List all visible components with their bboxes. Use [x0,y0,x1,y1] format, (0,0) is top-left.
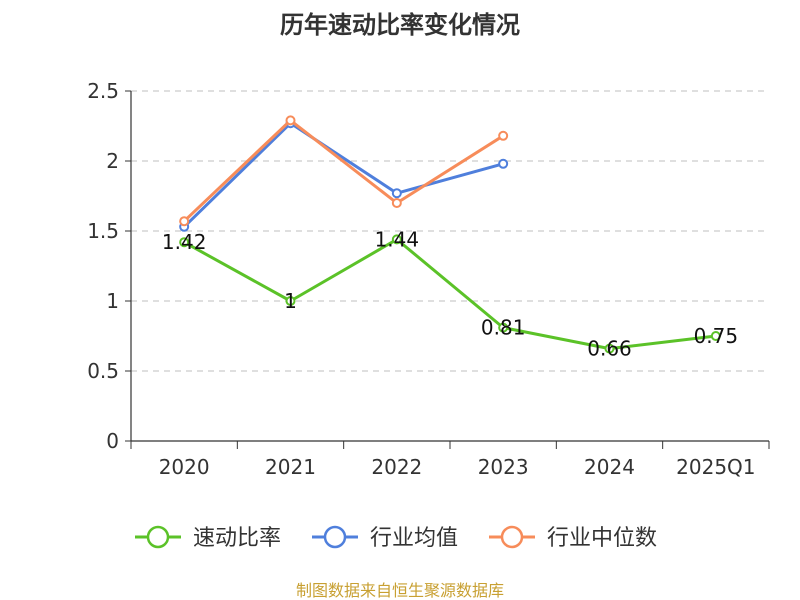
series-line-1 [183,121,504,228]
chart-title: 历年速动比率变化情况 [280,11,520,39]
x-tick-label: 2023 [478,455,529,479]
source-note: 制图数据来自恒生聚源数据库 [296,581,504,600]
x-tick-label: 2024 [584,455,635,479]
legend-item-0[interactable]: 速动比率 [135,525,281,551]
data-label: 1.42 [162,230,207,254]
x-tick-label: 2022 [371,455,422,479]
series-lines [179,115,721,354]
data-point[interactable] [710,331,721,341]
series-line-2 [183,118,504,223]
data-point[interactable] [285,115,296,126]
legend-marker [146,525,170,549]
y-tick-label: 0.5 [87,359,119,383]
series-line-0 [183,237,717,351]
legend-marker [500,525,524,549]
axes: 0 0.5 1 1.5 2 2.5 2020 2021 2022 2023 2024 2025Q1 [87,79,770,479]
legend-item-1[interactable]: 行业均值 [312,525,458,551]
legend-marker [323,525,347,549]
data-point[interactable] [498,130,509,141]
data-point[interactable] [179,216,190,227]
data-point[interactable] [179,237,190,248]
data-point[interactable] [604,343,615,354]
data-point[interactable] [391,198,402,208]
x-tick-label: 2025Q1 [676,455,755,479]
data-label: 0.81 [481,316,526,340]
legend-label: 行业均值 [370,526,458,551]
data-point[interactable] [391,188,402,199]
data-point[interactable] [498,158,509,169]
data-label: 0.66 [587,337,632,361]
legend-item-2[interactable]: 行业中位数 [489,525,657,551]
data-label: 0.75 [694,324,739,348]
y-tick-label: 0 [106,429,119,453]
legend[interactable]: 速动比率 行业均值 行业中位数 [135,525,657,551]
legend-label: 行业中位数 [547,526,657,551]
y-tick-label: 1 [106,289,119,313]
data-labels: 1.42 1 1.44 0.81 0.66 0.75 [162,227,738,360]
grid [131,90,769,372]
x-tick-label: 2021 [265,455,316,479]
legend-label: 速动比率 [193,526,281,551]
x-tick-label: 2020 [159,455,210,479]
y-tick-label: 1.5 [87,219,119,243]
data-label: 1.44 [375,227,420,251]
y-tick-label: 2 [106,149,119,173]
y-tick-label: 2.5 [87,79,119,103]
data-point[interactable] [498,322,509,333]
data-label: 1 [284,289,297,313]
data-point[interactable] [391,234,402,245]
data-point[interactable] [285,296,296,306]
